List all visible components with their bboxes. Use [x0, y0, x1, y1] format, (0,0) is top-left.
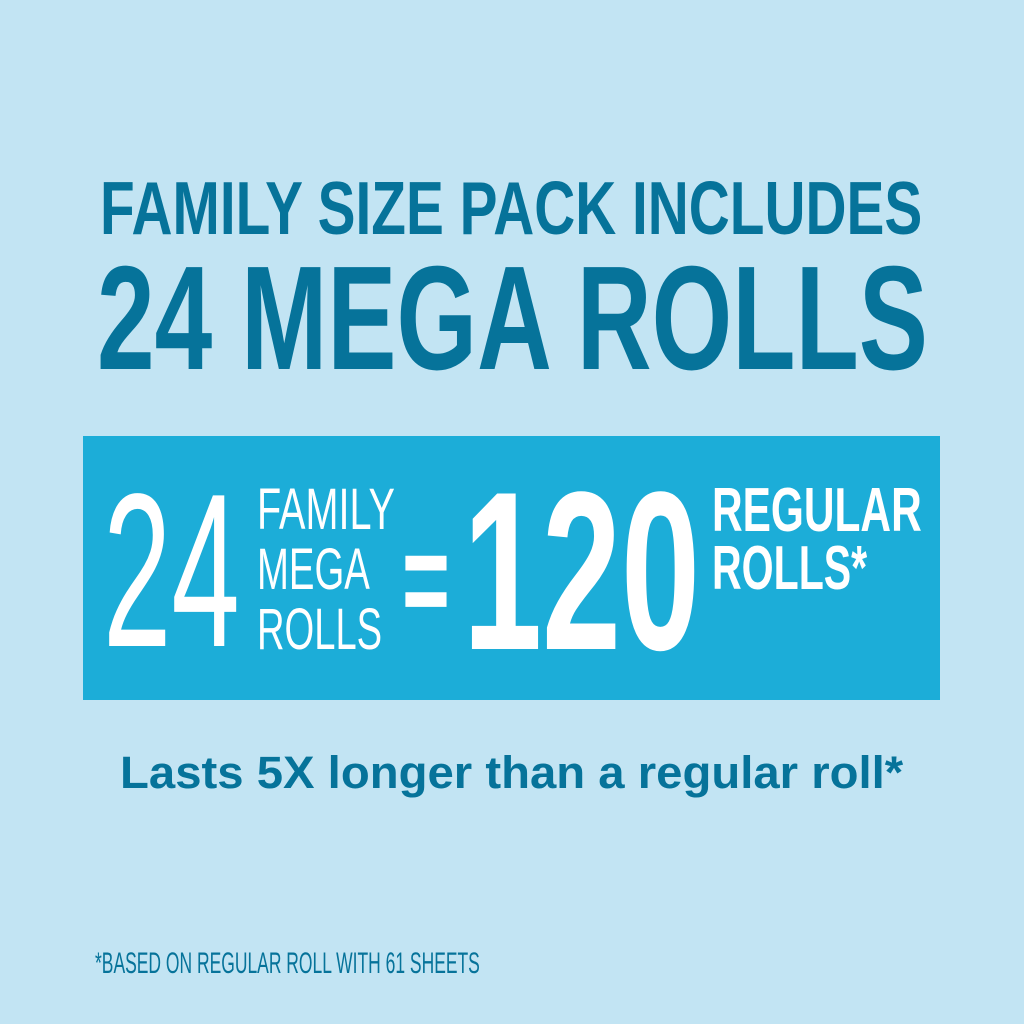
equals-sign: =	[402, 504, 450, 655]
right-number: 120	[463, 444, 701, 697]
equation-box	[83, 436, 940, 700]
headline-line-2: 24 MEGA ROLLS	[97, 236, 928, 401]
right-label-rolls: ROLLS*	[712, 534, 868, 603]
left-label-rolls: ROLLS	[257, 597, 383, 662]
left-label-family: FAMILY	[257, 477, 395, 542]
left-number: 24	[103, 449, 240, 693]
left-label-mega: MEGA	[257, 537, 370, 602]
right-label-regular: REGULAR	[712, 476, 922, 545]
tagline: Lasts 5X longer than a regular roll*	[120, 747, 904, 798]
footnote: *BASED ON REGULAR ROLL WITH 61 SHEETS	[95, 947, 480, 980]
headline-line-1: FAMILY SIZE PACK INCLUDES	[100, 166, 923, 250]
